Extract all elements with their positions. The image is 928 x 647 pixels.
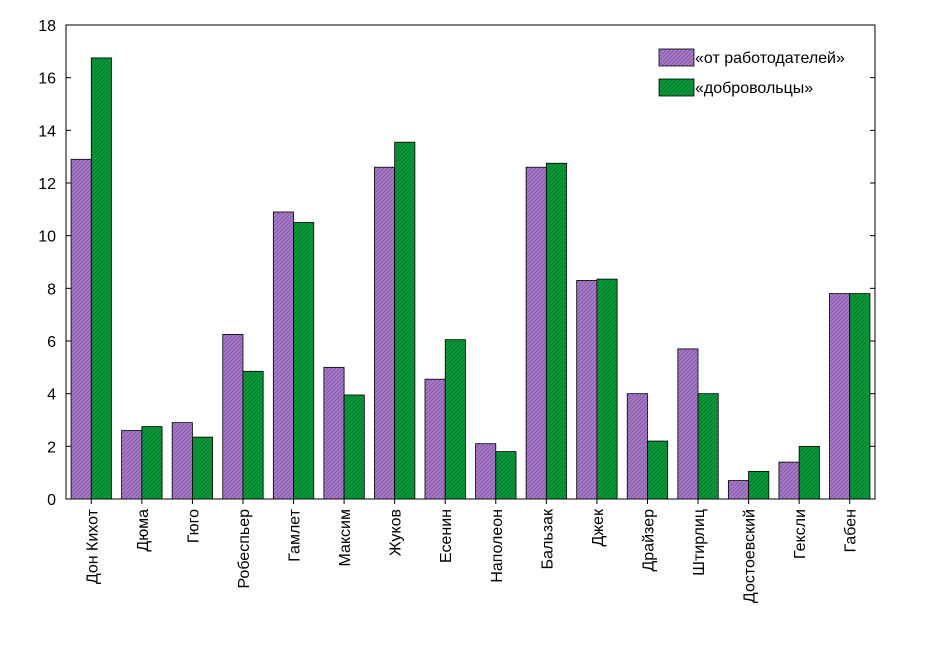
x-tick-label: Джек [590,508,607,546]
bar-employers [121,430,143,500]
bar-employers [222,334,244,500]
bar-employers [576,280,598,500]
bar-employers [677,348,699,500]
x-tick-label: Гексли [792,509,809,559]
bar-employers [829,293,851,500]
x-tick-label: Габен [843,509,860,552]
y-tick-label: 6 [47,334,56,351]
y-axis: 0 2 4 6 8 10 12 14 16 18 [38,18,875,509]
y-tick-label: 10 [38,229,56,246]
bar-employers [374,166,396,500]
bar-volunteers [495,451,517,500]
legend-label-employers: «от работодателей» [695,50,845,67]
bar-employers [475,443,497,500]
bar-employers [272,211,294,500]
bar-volunteers [748,470,770,500]
bar-employers [525,166,547,500]
x-axis: Дон Кихот Дюма Гюго Робеспьер Гамлет Максим Жу… [84,499,860,603]
bars [70,57,871,500]
bar-volunteers [545,162,567,500]
legend-swatch-employers [658,48,695,67]
y-tick-label: 14 [38,123,56,140]
legend-label-volunteers: «добровольцы» [695,80,813,97]
x-tick-label: Наполеон [489,509,506,583]
bar-volunteers [849,293,871,500]
x-tick-label: Достоевский [742,509,759,603]
bar-volunteers [90,57,112,500]
x-tick-label: Дюма [135,509,152,552]
bar-volunteers [444,339,466,500]
x-tick-label: Максим [337,509,354,567]
x-tick-label: Штирлиц [691,509,708,576]
bar-volunteers [343,394,365,500]
bar-volunteers [596,278,618,500]
y-tick-label: 2 [47,439,56,456]
y-tick-label: 12 [38,176,56,193]
bar-employers [70,158,92,500]
bar-volunteers [697,393,719,500]
x-tick-label: Жуков [388,509,405,556]
bar-employers [424,378,446,500]
bar-volunteers [242,370,264,500]
bar-volunteers [394,141,416,500]
bar-volunteers [141,426,163,500]
x-tick-label: Гюго [185,509,202,543]
bar-employers [323,366,345,500]
x-tick-label: Гамлет [287,508,304,561]
y-tick-label: 8 [47,281,56,298]
x-tick-label: Робеспьер [236,509,253,589]
plot-area [65,24,876,500]
bar-employers [626,393,648,500]
bar-volunteers [647,440,669,500]
bar-volunteers [293,222,315,500]
legend-swatch-volunteers [658,78,695,97]
bar-volunteers [798,445,820,500]
y-tick-label: 0 [47,492,56,509]
y-tick-label: 4 [47,387,56,404]
bar-employers [171,422,193,500]
bar-volunteers [192,436,214,500]
x-tick-label: Есенин [438,509,455,563]
bar-employers [727,480,749,500]
y-tick-label: 16 [38,71,56,88]
x-tick-label: Бальзак [539,508,556,569]
y-tick-label: 18 [38,18,56,35]
x-tick-label: Драйзер [640,509,657,572]
x-tick-label: Дон Кихот [84,508,101,584]
bar-employers [778,461,800,500]
legend: «от работодателей» «добровольцы» [658,48,845,97]
